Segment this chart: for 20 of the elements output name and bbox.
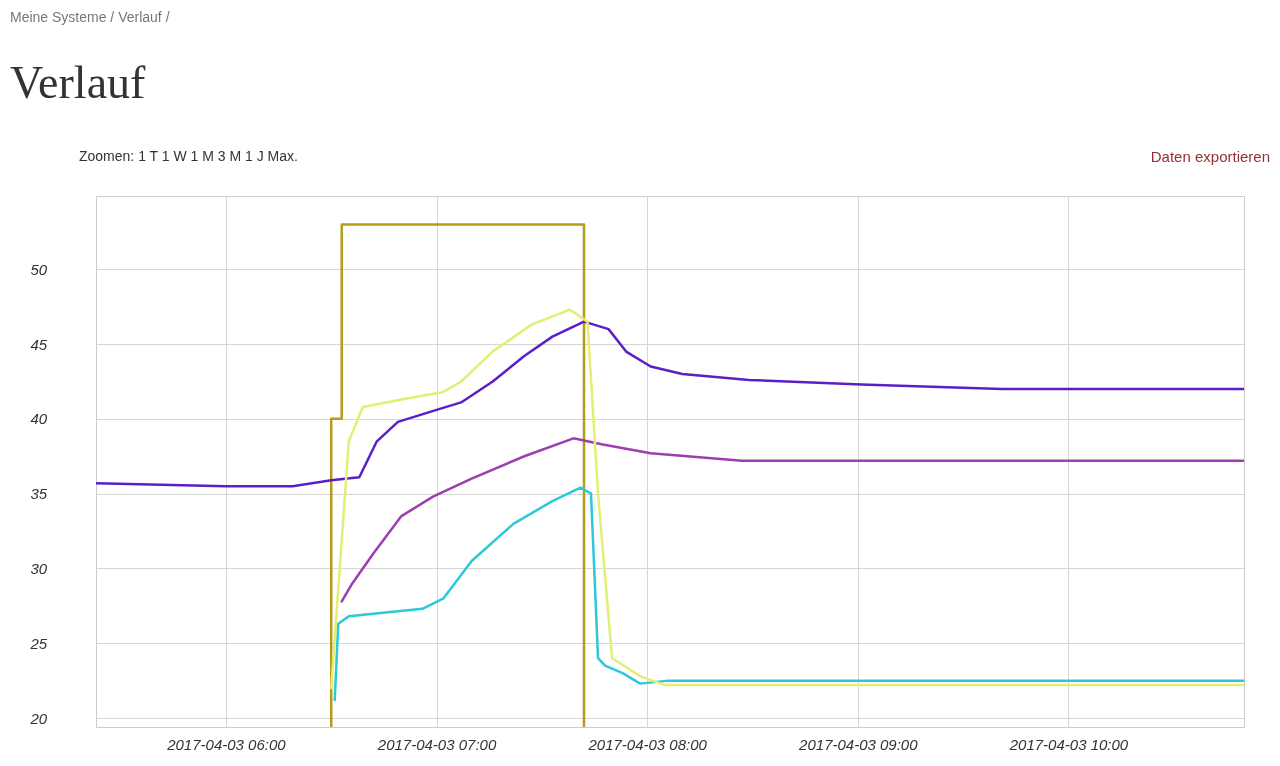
x-tick-label: 2017-04-03 09:00 — [798, 735, 919, 753]
line-series — [96, 320, 1244, 488]
text: Daten exportieren — [1150, 148, 1270, 165]
line-series — [333, 486, 1244, 702]
y-tick-label: 45 — [30, 335, 48, 353]
y-tick-label: 20 — [29, 709, 48, 727]
y-tick-label: 50 — [30, 260, 48, 278]
text: Meine Systeme / Verlauf / — [10, 9, 170, 25]
x-tick-label: 2017-04-03 06:00 — [166, 735, 287, 753]
line-series — [340, 437, 1244, 603]
y-tick-label: 25 — [29, 634, 48, 652]
text: Zoomen: 1 T 1 W 1 M 3 M 1 J Max. — [79, 148, 298, 164]
x-tick-label: 2017-04-03 10:00 — [1008, 735, 1129, 753]
y-tick-label: 35 — [30, 485, 48, 503]
x-tick-label: 2017-04-03 07:00 — [376, 735, 497, 753]
line-series — [329, 308, 1244, 690]
chart-title: Verlauf — [10, 57, 147, 108]
y-tick-label: 30 — [30, 559, 48, 577]
x-tick-label: 2017-04-03 08:00 — [587, 735, 708, 753]
y-tick-label: 40 — [30, 410, 48, 428]
